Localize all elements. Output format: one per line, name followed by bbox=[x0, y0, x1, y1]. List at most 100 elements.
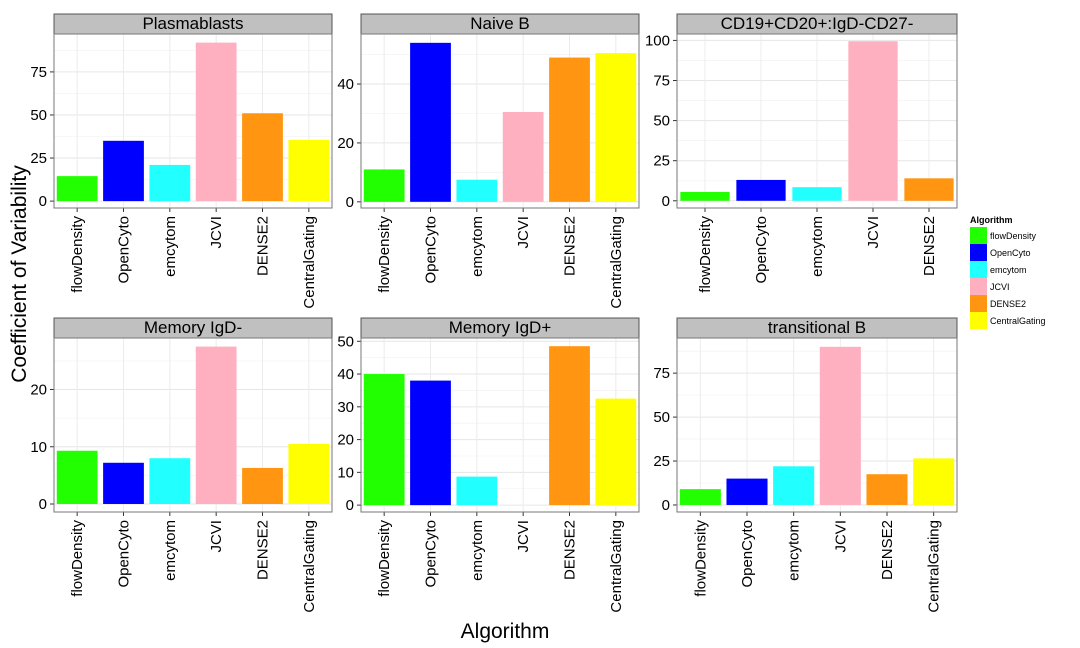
x-tick-label: DENSE2 bbox=[879, 520, 896, 580]
panel-border bbox=[53, 33, 333, 209]
legend: Algorithm flowDensity OpenCyto emcytom JCVI D… bbox=[970, 215, 1046, 329]
bar bbox=[56, 450, 98, 504]
y-tick-label: 75 bbox=[653, 365, 670, 382]
plot-area bbox=[54, 338, 332, 512]
x-tick-label: DENSE2 bbox=[562, 216, 579, 276]
bar bbox=[595, 53, 637, 202]
bar bbox=[679, 489, 721, 505]
x-tick-label: OpenCyto bbox=[116, 216, 133, 284]
x-tick-label: flowDensity bbox=[69, 520, 86, 597]
plot-area bbox=[54, 34, 332, 208]
y-axis-label: Coefficient of Variability bbox=[8, 165, 31, 383]
x-tick-label: flowDensity bbox=[697, 216, 714, 293]
x-tick-label: CentralGating bbox=[926, 520, 943, 613]
legend-swatch bbox=[970, 312, 987, 329]
y-tick-label: 25 bbox=[653, 153, 670, 170]
bar bbox=[456, 476, 498, 506]
x-tick-label: emcytom bbox=[162, 520, 179, 581]
legend-label: DENSE2 bbox=[990, 299, 1026, 309]
x-tick-label: flowDensity bbox=[69, 216, 86, 293]
x-tick-label: OpenCyto bbox=[423, 520, 440, 588]
y-tick-label: 0 bbox=[39, 193, 47, 210]
panel: Memory IgD+ 0 10 20 30 40 50 flowDensity OpenCyt… bbox=[337, 317, 640, 613]
bar bbox=[288, 139, 330, 202]
strip-title: Memory IgD+ bbox=[449, 318, 552, 337]
y-tick-label: 50 bbox=[653, 409, 670, 426]
x-axis-label: Algorithm bbox=[461, 620, 550, 643]
x-tick-label: JCVI bbox=[865, 216, 882, 249]
x-tick-label: JCVI bbox=[208, 216, 225, 249]
x-tick-label: emcytom bbox=[786, 520, 803, 581]
bar bbox=[242, 467, 283, 504]
x-tick-label: DENSE2 bbox=[921, 216, 938, 276]
bar bbox=[848, 41, 898, 201]
y-tick-label: 100 bbox=[645, 32, 670, 49]
x-tick-label: emcytom bbox=[469, 520, 486, 581]
bar bbox=[149, 164, 191, 202]
bar bbox=[456, 179, 498, 202]
bar bbox=[56, 176, 98, 202]
panel: CD19+CD20+:IgD-CD27- 0 25 50 75 100 flowDensit… bbox=[645, 13, 958, 293]
panel-border bbox=[360, 33, 640, 209]
legend-label: emcytom bbox=[990, 265, 1027, 275]
bar bbox=[410, 380, 451, 506]
y-tick-label: 20 bbox=[337, 135, 354, 152]
bar bbox=[595, 398, 637, 506]
x-tick-label: JCVI bbox=[515, 216, 532, 249]
bar bbox=[363, 374, 405, 506]
x-tick-label: CentralGating bbox=[301, 520, 318, 613]
bar bbox=[195, 346, 237, 504]
x-tick-label: flowDensity bbox=[692, 520, 709, 597]
y-tick-label: 40 bbox=[337, 366, 354, 383]
x-tick-label: JCVI bbox=[515, 520, 532, 553]
x-tick-label: JCVI bbox=[832, 520, 849, 553]
strip-title: transitional B bbox=[768, 318, 866, 337]
y-tick-label: 50 bbox=[30, 107, 47, 124]
y-tick-label: 0 bbox=[662, 497, 670, 514]
legend-label: JCVI bbox=[990, 282, 1010, 292]
x-tick-label: DENSE2 bbox=[255, 520, 272, 580]
y-tick-label: 20 bbox=[337, 432, 354, 449]
legend-label: CentralGating bbox=[990, 316, 1046, 326]
bar bbox=[549, 57, 590, 202]
panels-group: Plasmablasts 0 25 50 75 flowDensity OpenCyto em… bbox=[30, 13, 958, 613]
strip-title: CD19+CD20+:IgD-CD27- bbox=[721, 14, 914, 33]
x-tick-label: CentralGating bbox=[301, 216, 318, 309]
bar bbox=[819, 346, 861, 505]
y-tick-label: 10 bbox=[30, 439, 47, 456]
y-tick-label: 25 bbox=[653, 453, 670, 470]
x-tick-label: OpenCyto bbox=[423, 216, 440, 284]
x-tick-label: emcytom bbox=[809, 216, 826, 277]
y-tick-label: 50 bbox=[337, 333, 354, 350]
y-tick-label: 50 bbox=[653, 113, 670, 130]
x-tick-label: CentralGating bbox=[608, 520, 625, 613]
x-tick-label: flowDensity bbox=[376, 216, 393, 293]
panel-border bbox=[360, 337, 640, 513]
x-tick-label: CentralGating bbox=[608, 216, 625, 309]
plot-area bbox=[361, 338, 639, 512]
panel: transitional B 0 25 50 75 flowDensity OpenCyto… bbox=[653, 317, 958, 613]
y-tick-label: 10 bbox=[337, 464, 354, 481]
legend-title: Algorithm bbox=[970, 215, 1013, 225]
bar bbox=[726, 478, 768, 505]
bar bbox=[149, 458, 191, 504]
bar bbox=[773, 466, 815, 505]
bar bbox=[363, 169, 405, 202]
y-tick-label: 0 bbox=[346, 497, 354, 514]
panel: Naive B 0 20 40 flowDensity OpenCyto emcytom JC… bbox=[337, 13, 640, 309]
strip-title: Memory IgD- bbox=[144, 318, 242, 337]
legend-swatch bbox=[970, 261, 987, 278]
bar bbox=[502, 112, 544, 202]
y-tick-label: 20 bbox=[30, 382, 47, 399]
bar bbox=[103, 140, 144, 202]
bar bbox=[680, 191, 730, 201]
plot-area bbox=[361, 34, 639, 208]
x-tick-label: OpenCyto bbox=[739, 520, 756, 588]
legend-label: OpenCyto bbox=[990, 248, 1031, 258]
bar bbox=[288, 443, 330, 504]
bar bbox=[549, 346, 590, 506]
legend-swatch bbox=[970, 295, 987, 312]
bar bbox=[242, 113, 283, 202]
bar bbox=[913, 458, 955, 505]
